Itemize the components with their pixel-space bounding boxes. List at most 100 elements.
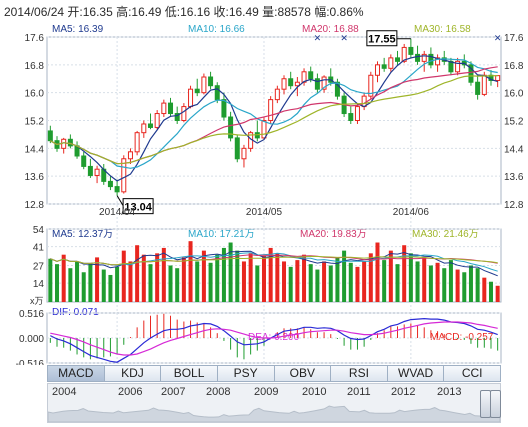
month-tick: 2014/06 [393, 207, 430, 218]
high-box [366, 30, 398, 47]
candle-body [174, 113, 180, 121]
candle-body [321, 76, 327, 90]
low-label: 13.04 [124, 202, 152, 214]
candle-body [61, 138, 67, 149]
macd-value-label: MACD: -0.257 [430, 332, 494, 343]
volume-bar [302, 254, 307, 302]
price-tick-right: 12.8 [504, 200, 524, 211]
stock-chart[interactable]: 17.6 17.6 16.8 16.8 16.0 16.0 15.2 15.2 14.4 14.4… [0, 0, 528, 365]
candle-body [428, 53, 434, 66]
volume-bar [388, 250, 393, 302]
candle-body [415, 53, 421, 62]
candle-body [47, 130, 53, 142]
price-markers: 17.55 13.04 ✕ ✕ ✕ [116, 30, 501, 215]
moving-average-lines [50, 55, 498, 182]
volume-bar [81, 272, 86, 302]
volume-bar [402, 245, 407, 302]
volume-bar [115, 266, 120, 302]
low-pointer [116, 195, 124, 206]
vol-ma20-label: MA20: 19.83万 [300, 229, 367, 240]
ma30-label: MA30: 16.58 [414, 24, 471, 35]
candle-body [334, 81, 340, 97]
tab-psy[interactable]: PSY [217, 365, 275, 382]
volume-tick: 41 [33, 243, 45, 254]
volume-bar [148, 264, 153, 302]
volume-bar [215, 254, 220, 302]
candle-body [281, 78, 287, 90]
candle-body [294, 81, 300, 87]
candle-body [147, 123, 153, 128]
volume-bar [288, 266, 293, 302]
volume-bar [448, 260, 453, 302]
vol-ma10-line [50, 252, 498, 272]
candle-body [228, 116, 234, 139]
volume-bar [61, 254, 66, 302]
volume-bar [382, 260, 387, 302]
navigator-right-handle[interactable] [490, 390, 501, 418]
vol-ma30-line [50, 255, 498, 266]
volume-bar [308, 264, 313, 302]
candle-body [87, 165, 93, 176]
volume-bar [328, 265, 333, 302]
volume-bar [348, 262, 353, 302]
volume-bar [241, 261, 246, 302]
vol-ma5-label: MA5: 12.37万 [52, 229, 114, 240]
candle-body [121, 158, 127, 193]
candle-body [468, 64, 474, 83]
navigator-year-label: 2009 [254, 386, 279, 398]
volume-bar [495, 285, 500, 302]
macd-series [49, 313, 499, 363]
dif-line [50, 317, 498, 363]
volume-tick: 27 [33, 262, 45, 273]
volume-bar [168, 265, 173, 302]
price-tick-left: 16.8 [25, 61, 45, 72]
tab-macd[interactable]: MACD [47, 365, 105, 382]
tab-boll[interactable]: BOLL [161, 365, 218, 382]
candle-body [381, 64, 387, 69]
candle-body [401, 46, 407, 62]
volume-bar [342, 250, 347, 302]
month-tick: 2014/05 [246, 207, 283, 218]
candle-body [67, 138, 73, 147]
candle-body [308, 71, 314, 80]
tab-obv[interactable]: OBV [274, 365, 332, 382]
price-tick-left: 15.2 [25, 117, 45, 128]
tab-rsi[interactable]: RSI [331, 365, 388, 382]
tab-wvad[interactable]: WVAD [387, 365, 445, 382]
candle-body [408, 46, 414, 55]
volume-bar [195, 261, 200, 302]
volume-bar [295, 260, 300, 302]
candle-body [388, 57, 394, 69]
candle-body [168, 102, 174, 115]
volume-bar [135, 245, 140, 302]
candle-body [374, 64, 380, 76]
candle-body [495, 75, 501, 81]
volume-tick: 14 [33, 279, 45, 290]
volume-bar [68, 268, 73, 302]
tab-kdj[interactable]: KDJ [104, 365, 162, 382]
volume-bar [368, 253, 373, 302]
candle-body [214, 85, 220, 101]
tab-cci[interactable]: CCI [444, 365, 501, 382]
candle-body [368, 74, 374, 97]
navigator-year-label: 2004 [52, 386, 77, 398]
volume-bar [235, 250, 240, 302]
range-navigator[interactable]: 2004 2006 2007 2008 2009 2010 2011 2012 2013 [47, 383, 501, 423]
volume-unit-label: x万 [30, 296, 44, 306]
volume-bar [88, 264, 93, 302]
price-tick-right: 13.6 [504, 172, 524, 183]
candle-body [181, 106, 187, 122]
volume-bar [181, 257, 186, 302]
navigator-year-label: 2010 [302, 386, 327, 398]
candlestick-series [47, 38, 501, 196]
navigator-year-label: 2011 [347, 386, 371, 398]
volume-bar [228, 242, 233, 302]
candle-body [261, 120, 267, 139]
event-marker: ✕ [340, 33, 348, 43]
candle-body [81, 155, 87, 167]
candle-body [114, 186, 120, 193]
volume-bar [395, 264, 400, 302]
volume-bar [108, 274, 113, 302]
volume-bar [375, 242, 380, 302]
volume-bar [315, 269, 320, 302]
